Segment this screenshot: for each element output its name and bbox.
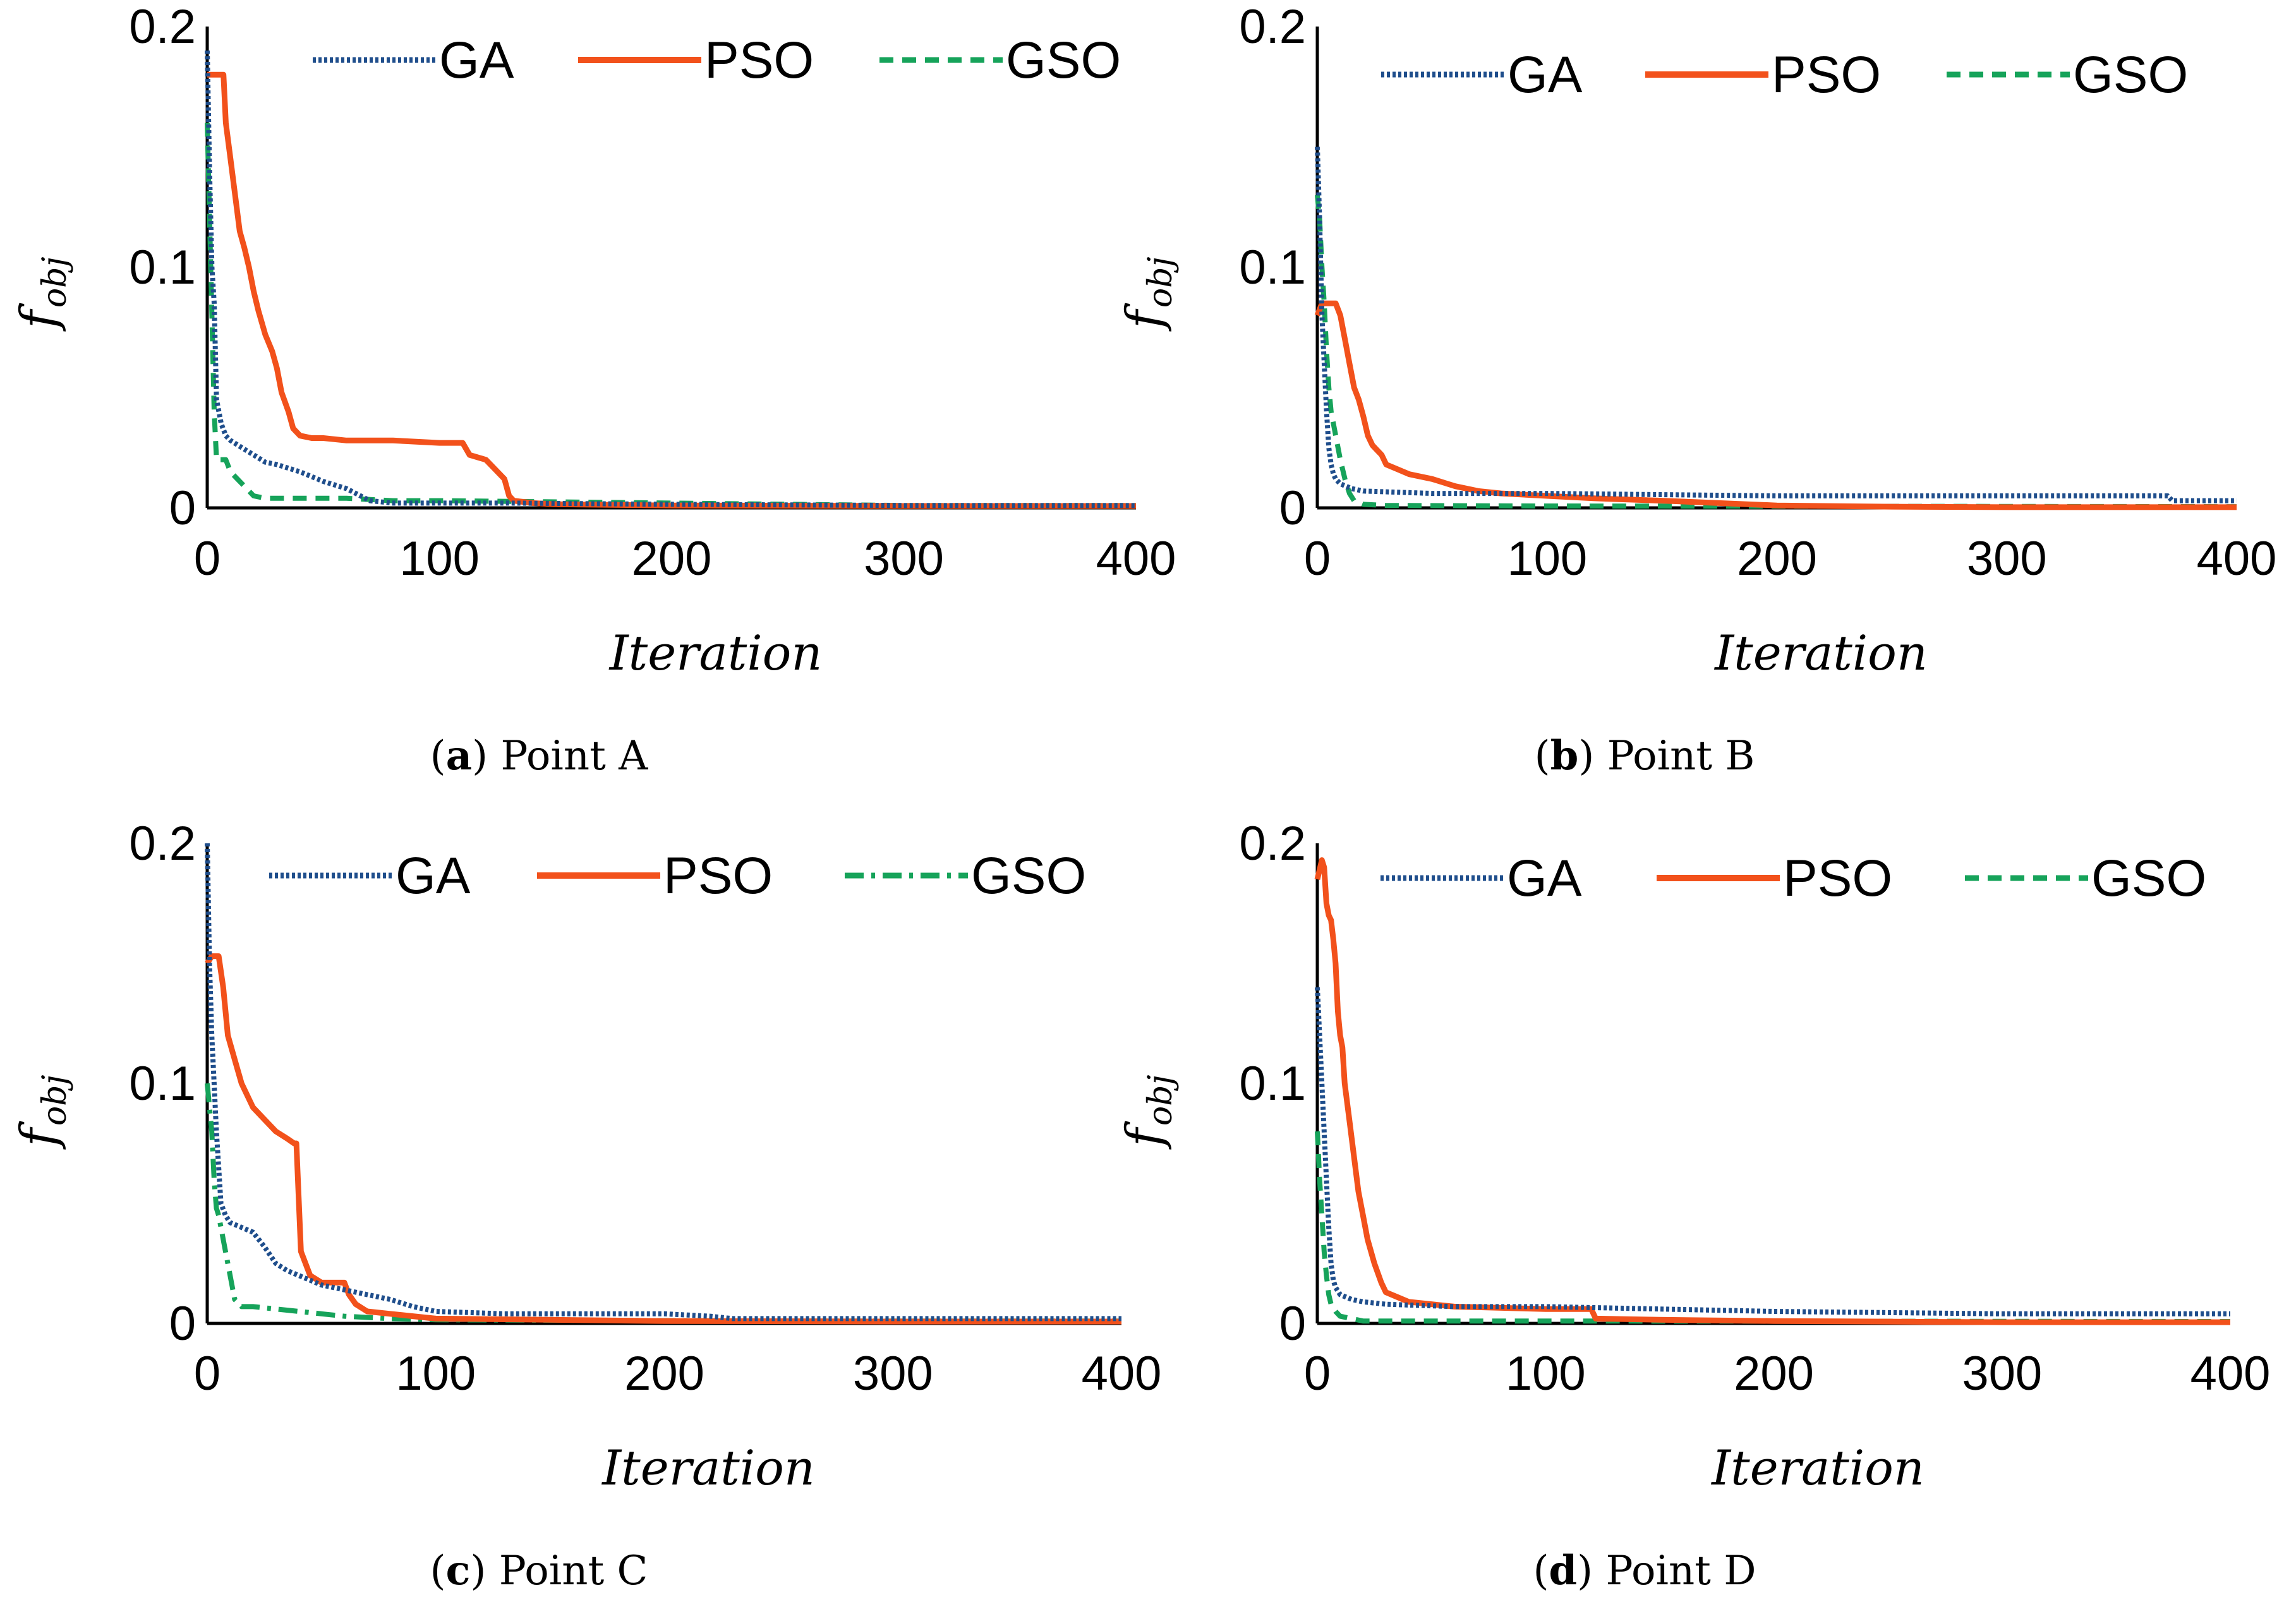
y-axis-label: fobj xyxy=(11,1075,74,1150)
legend-label-pso: PSO xyxy=(1783,850,1892,907)
x-tick-label: 100 xyxy=(1506,1347,1586,1400)
legend-label-pso: PSO xyxy=(663,847,773,905)
x-tick-label: 300 xyxy=(864,532,944,586)
x-tick-label: 0 xyxy=(194,532,221,586)
chart-panel-c: 0 100 200 300 400 0 0.1 0.2 Iteration fobj GA PSO GS… xyxy=(11,817,1161,1594)
series-line-pso xyxy=(1314,300,2237,510)
y-tick-label: 0.2 xyxy=(129,817,196,870)
x-tick-label: 300 xyxy=(1967,532,2047,586)
y-tick-label: 0.1 xyxy=(129,1057,196,1111)
legend-label-pso: PSO xyxy=(704,32,814,89)
x-tick-label: 100 xyxy=(399,532,480,586)
y-tick-label: 0 xyxy=(1279,1297,1306,1351)
series-line-pso xyxy=(205,953,1121,1325)
legend-label-gso: GSO xyxy=(2073,46,2188,104)
caption-letter: c xyxy=(445,1547,470,1594)
x-tick-label: 0 xyxy=(1304,532,1331,586)
x-tick-label: 0 xyxy=(1304,1347,1331,1400)
legend-label-ga: GA xyxy=(439,32,514,89)
caption-text: ) Point D xyxy=(1577,1548,1756,1594)
x-axis-label: Iteration xyxy=(1710,1440,1924,1496)
x-tick-label: 200 xyxy=(632,532,712,586)
panel-caption: (d) Point D xyxy=(1533,1547,1756,1594)
caption-text: ) Point B xyxy=(1578,733,1755,780)
chart-panel-a: 0 100 200 300 400 0 0.1 0.2 Iteration fobj GA PSO GS… xyxy=(11,0,1176,780)
y-axis-label-sub: obj xyxy=(36,256,74,308)
x-tick-label: 400 xyxy=(2197,532,2277,586)
legend-label-ga: GA xyxy=(396,847,471,905)
caption-letter: b xyxy=(1550,732,1579,780)
y-tick-label: 0.2 xyxy=(1239,817,1306,870)
y-tick-label: 0.1 xyxy=(1239,1057,1306,1111)
y-axis-label-sub: obj xyxy=(1142,256,1180,308)
legend-label-ga: GA xyxy=(1508,46,1583,104)
chart-panel-d: 0 100 200 300 400 0 0.1 0.2 Iteration fobj GA PSO GS… xyxy=(1116,817,2270,1594)
y-tick-label: 0.2 xyxy=(129,0,196,54)
y-tick-label: 0.1 xyxy=(129,241,196,294)
legend-label-gso: GSO xyxy=(2091,850,2206,907)
x-tick-label: 100 xyxy=(1507,532,1587,586)
series-line-ga xyxy=(205,843,1121,1322)
caption-letter: d xyxy=(1549,1547,1577,1594)
x-tick-label: 0 xyxy=(194,1347,221,1400)
panel-caption: (a) Point A xyxy=(430,732,649,780)
y-tick-label: 0.2 xyxy=(1239,0,1306,54)
x-tick-label: 200 xyxy=(1734,1347,1814,1400)
series-line-ga xyxy=(205,51,1136,509)
caption-open-paren: ( xyxy=(1533,1548,1549,1594)
x-tick-label: 400 xyxy=(1096,532,1176,586)
legend-label-ga: GA xyxy=(1507,850,1582,907)
x-tick-label: 200 xyxy=(624,1347,704,1400)
x-tick-label: 300 xyxy=(1962,1347,2042,1400)
x-axis-label: Iteration xyxy=(1713,625,1928,681)
y-tick-label: 0 xyxy=(169,1297,196,1351)
caption-open-paren: ( xyxy=(430,1548,446,1594)
x-tick-label: 400 xyxy=(1082,1347,1162,1400)
y-axis-label-sub: obj xyxy=(36,1075,74,1126)
y-tick-label: 0 xyxy=(1279,481,1306,535)
series-line-gso xyxy=(205,1083,1121,1324)
series-line-gso xyxy=(205,123,1136,509)
y-tick-label: 0.1 xyxy=(1239,241,1306,294)
series-line-gso xyxy=(1315,195,2237,510)
caption-open-paren: ( xyxy=(1535,733,1550,780)
y-axis-label: fobj xyxy=(11,256,74,332)
series-line-pso xyxy=(1314,857,2230,1325)
panel-caption: (b) Point B xyxy=(1535,732,1755,780)
series-line-ga xyxy=(1315,147,2237,503)
series-line-ga xyxy=(1315,987,2230,1316)
y-axis-label-sub: obj xyxy=(1142,1075,1180,1126)
caption-open-paren: ( xyxy=(430,733,446,780)
x-tick-label: 100 xyxy=(396,1347,476,1400)
caption-text: ) Point C xyxy=(470,1548,648,1594)
y-axis-label: fobj xyxy=(1116,256,1180,332)
x-tick-label: 400 xyxy=(2190,1347,2271,1400)
caption-text: ) Point A xyxy=(472,733,648,780)
x-axis-label: Iteration xyxy=(608,625,823,681)
x-tick-label: 300 xyxy=(853,1347,933,1400)
y-tick-label: 0 xyxy=(169,481,196,535)
legend-label-gso: GSO xyxy=(1006,32,1121,89)
chart-panel-b: 0 100 200 300 400 0 0.1 0.2 Iteration fobj GA PSO GS… xyxy=(1116,0,2276,780)
x-tick-label: 200 xyxy=(1737,532,1817,586)
caption-letter: a xyxy=(446,732,472,780)
legend-label-gso: GSO xyxy=(971,847,1086,905)
series-line-pso xyxy=(207,71,1136,509)
series-line-gso xyxy=(1315,1131,2231,1324)
y-axis-label: fobj xyxy=(1116,1075,1180,1150)
legend-label-pso: PSO xyxy=(1772,46,1881,104)
panel-caption: (c) Point C xyxy=(430,1547,648,1594)
x-axis-label: Iteration xyxy=(601,1440,815,1496)
